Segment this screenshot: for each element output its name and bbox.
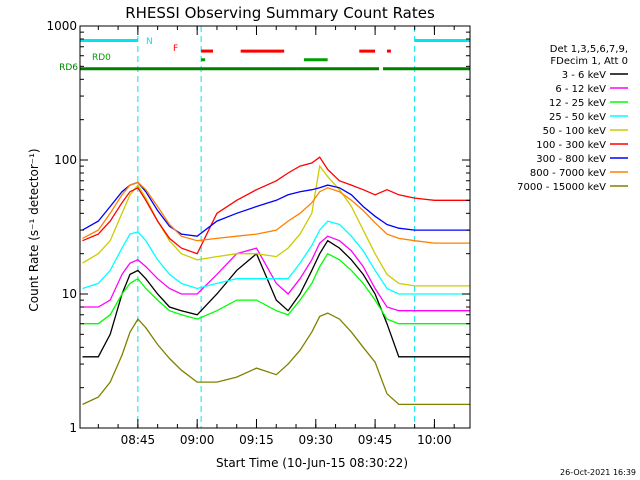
legend-label-1: 6 - 12 keV: [555, 84, 606, 95]
legend-header-line: Det 1,3,5,6,7,9,: [550, 44, 628, 55]
legend-label-4: 50 - 100 keV: [543, 126, 607, 137]
legend: Det 1,3,5,6,7,9,FDecim 1, Att 0 3 - 6 keV…: [517, 44, 628, 193]
legend-label-2: 12 - 25 keV: [549, 98, 606, 109]
date-stamp: 26-Oct-2021 16:39: [560, 468, 636, 477]
flag-label-n: N: [146, 37, 153, 47]
series-lines: [82, 156, 470, 406]
y-tick-label: 10: [62, 287, 77, 301]
series-line-2: [82, 252, 470, 325]
axes: 1 10 100 1000 08:45 09:00 09:15 09:30 09:45 10:00: [46, 19, 471, 447]
y-tick-label: 100: [54, 153, 77, 167]
x-tick-label: 09:30: [298, 433, 333, 447]
y-tick-label: 1: [69, 421, 77, 435]
legend-label-8: 7000 - 15000 keV: [517, 182, 606, 193]
x-tick-label: 09:15: [239, 433, 274, 447]
series-line-7: [82, 181, 470, 244]
flag-label-rd6: RD6: [59, 63, 78, 73]
y-tick-label: 1000: [46, 19, 77, 33]
legend-label-5: 100 - 300 keV: [536, 140, 606, 151]
legend-header-line: FDecim 1, Att 0: [550, 56, 628, 67]
series-line-4: [82, 164, 470, 287]
x-tick-label: 08:45: [121, 433, 156, 447]
series-line-1: [82, 235, 470, 312]
chart-title: RHESSI Observing Summary Count Rates: [125, 4, 435, 22]
series-line-8: [82, 312, 470, 406]
gap-lines: [79, 26, 471, 428]
y-axis-label: Count Rate (s⁻¹ detector⁻¹): [27, 148, 41, 311]
legend-label-6: 300 - 800 keV: [536, 154, 606, 165]
flag-label-f: F: [173, 44, 178, 54]
legend-label-3: 25 - 50 keV: [549, 112, 606, 123]
legend-label-7: 800 - 7000 keV: [530, 168, 606, 179]
x-tick-label: 10:00: [417, 433, 452, 447]
series-line-5: [82, 156, 470, 255]
flag-bars: N F RD0 RD6: [59, 37, 470, 73]
x-tick-label: 09:45: [358, 433, 393, 447]
legend-label-0: 3 - 6 keV: [562, 70, 606, 81]
series-line-3: [82, 220, 470, 295]
x-tick-label: 09:00: [180, 433, 215, 447]
x-axis-label: Start Time (10-Jun-15 08:30:22): [216, 456, 408, 470]
flag-label-rd0: RD0: [92, 53, 111, 63]
plot-frame: [79, 25, 471, 429]
series-line-0: [82, 239, 470, 358]
